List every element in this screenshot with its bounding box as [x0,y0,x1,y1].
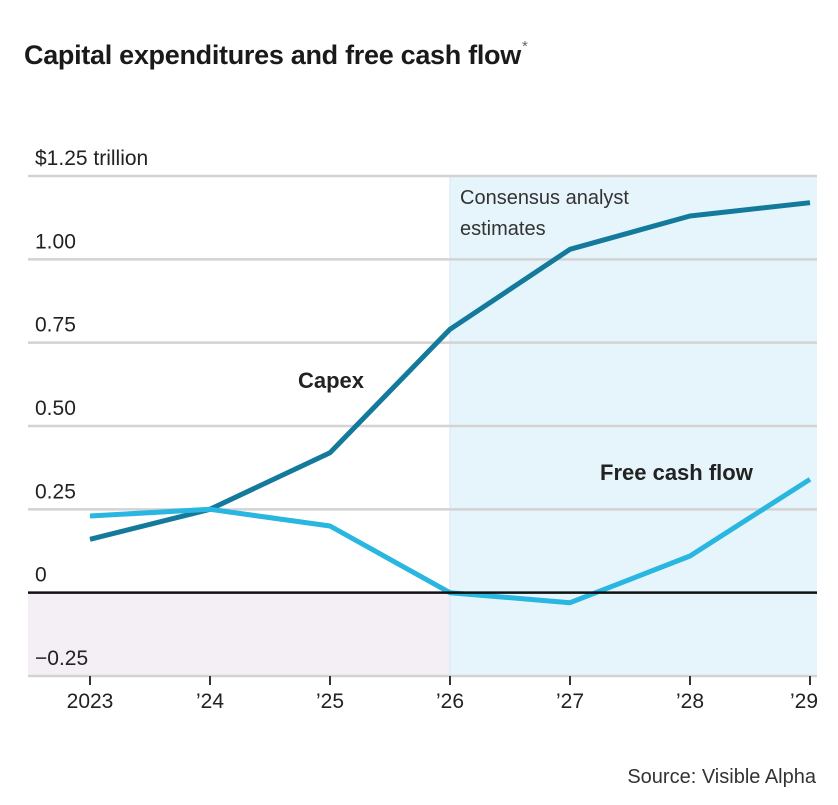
estimates-label-line-2: estimates [460,218,546,240]
y-tick-label-6: $1.25 trillion [35,147,148,170]
x-tick-label-4: ’27 [556,690,584,713]
y-tick-label-3: 0.50 [35,397,76,420]
y-tick-label-0: −0.25 [35,647,88,670]
y-tick-label-5: 1.00 [35,230,76,253]
y-tick-label-2: 0.25 [35,480,76,503]
series-label-capex: Capex [298,368,365,393]
source-note: Source: Visible Alpha [627,766,816,788]
x-tick-label-1: ’24 [196,690,224,713]
chart-title: Capital expenditures and free cash flow* [24,38,528,71]
y-tick-label-1: 0 [35,564,47,587]
series-label-free-cash-flow: Free cash flow [600,460,754,485]
y-tick-label-4: 0.75 [35,314,76,337]
negative-region-shade [28,592,450,676]
title-footnote-mark: * [521,38,528,55]
x-tick-label-5: ’28 [676,690,704,713]
x-tick-label-6: ’29 [790,690,818,713]
x-tick-label-3: ’26 [436,690,464,713]
chart-title-text: Capital expenditures and free cash flow [24,40,521,70]
x-tick-label-0: 2023 [67,690,114,713]
estimates-label-line-1: Consensus analyst [460,187,629,209]
x-tick-label-2: ’25 [316,690,344,713]
